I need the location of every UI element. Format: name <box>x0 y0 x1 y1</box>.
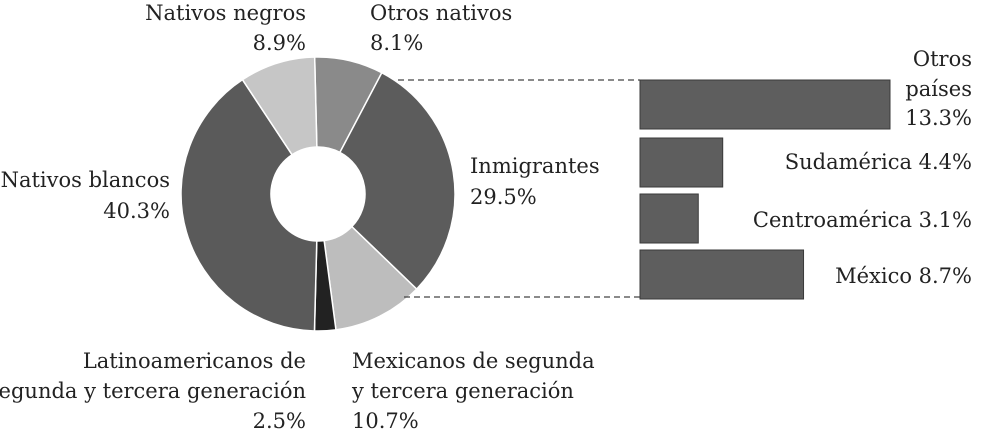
label-bar-mexico: México 8.7% <box>835 264 972 288</box>
label-mexicanos-line2: y tercera generación <box>351 379 574 403</box>
label-mexicanos-pct: 10.7% <box>352 409 419 433</box>
label-nativos-negros-name: Nativos negros <box>145 1 306 25</box>
label-inmigrantes-pct: 29.5% <box>470 185 537 209</box>
bar-otros-pa-ses <box>639 79 891 130</box>
label-bar-otros-pct: 13.3% <box>905 106 972 130</box>
label-bar-otros-line2: países <box>905 77 972 101</box>
label-nativos-blancos-pct: 40.3% <box>103 199 170 223</box>
label-nativos-blancos-name: Nativos blancos <box>1 168 170 192</box>
label-inmigrantes-name: Inmigrantes <box>470 154 600 178</box>
bar-m-xico <box>639 249 805 300</box>
label-latinoamericanos-line2: segunda y tercera generación <box>0 379 306 403</box>
donut-chart <box>180 56 456 332</box>
label-mexicanos-line1: Mexicanos de segunda <box>352 349 595 373</box>
label-nativos-negros-pct: 8.9% <box>253 31 306 55</box>
label-latinoamericanos-line1: Latinoamericanos de <box>83 349 306 373</box>
label-otros-nativos-pct: 8.1% <box>370 31 423 55</box>
bar-centroam-rica <box>639 193 699 244</box>
label-latinoamericanos-pct: 2.5% <box>253 409 306 433</box>
donut-slice-inmigrantes <box>338 71 456 291</box>
donut-slice-nativos-negros <box>241 56 318 156</box>
label-bar-sudamerica: Sudamérica 4.4% <box>785 150 972 174</box>
label-bar-otros-line1: Otros <box>913 47 972 71</box>
bar-sudam-rica <box>639 137 724 188</box>
label-otros-nativos-name: Otros nativos <box>370 1 512 25</box>
label-bar-centroamerica: Centroamérica 3.1% <box>753 208 972 232</box>
donut-slice-nativos-blancos <box>180 78 318 332</box>
bar-chart <box>639 79 891 300</box>
connector-lines <box>398 79 640 298</box>
